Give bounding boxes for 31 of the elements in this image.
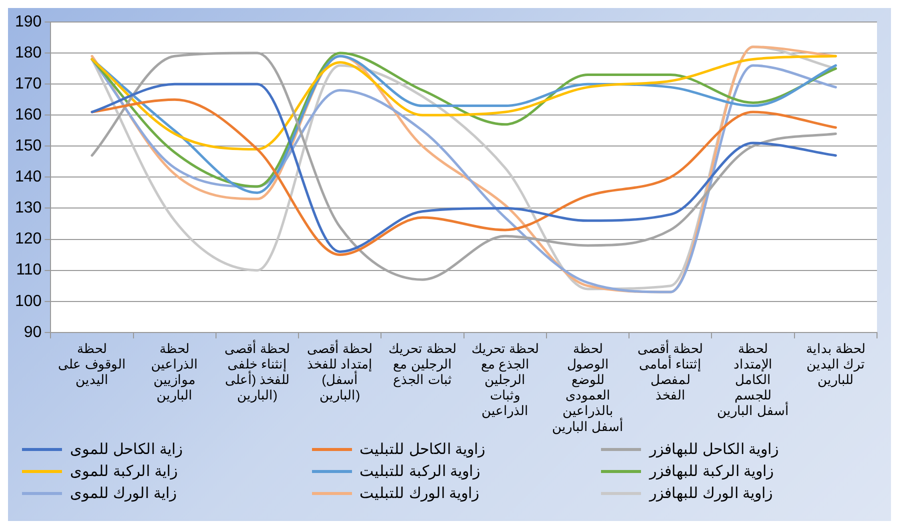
y-tick-label: 110 [16,262,42,279]
legend-label: زاية الورك للموى [70,484,176,502]
x-tick-label: لحظة أقصى إنثناء خلفى للفخذ (أعلى البارين) [224,340,290,404]
y-tick-label: 120 [14,230,42,248]
y-tick-label: 90 [24,324,42,341]
legend-label: زاوية الورك للبهافزر [649,484,773,502]
x-tick-label: لحظة الوصول للوضع العمودى بالذراعين أسفل البارين [552,340,624,435]
legend-label: زاوية الكاحل للتبليت [360,440,485,458]
x-tick-label: لحظة الإمتداد الكامل للجسم أسفل البارين [717,340,789,420]
y-tick-label: 170 [14,75,42,92]
y-tick-label: 150 [14,138,42,155]
x-tick-label: لحظة تحريك الرجلين مع ثبات الجذع [388,340,456,388]
x-tick-label: لحظة بداية ترك اليدين للبارين [806,340,866,388]
line-series [90,54,837,151]
x-tick-label: لحظة الذراعين موازيين البارين [151,340,198,404]
legend-label: زاية الكاحل للموى [70,440,182,458]
legend-label: زاية الركبة للموى [70,462,178,480]
y-tick-label: 190 [14,13,42,30]
y-tick-label: 100 [14,292,42,310]
y-tick-label: 160 [14,106,42,124]
x-tick-label: لحظة أقصى إمتداد للفخذ (أسفل البارين) [307,340,373,404]
x-tick-label: لحظة تحريك الجذع مع الرجلين وثبات الذراعين [471,340,539,420]
legend-label: زاوية الورك للتبليت [360,484,479,502]
y-tick-label: 130 [14,200,42,217]
y-tick-label: 180 [14,44,42,62]
x-tick-label: لحظة أقصى إثتناء أمامى لمفصل الفخذ [638,340,704,403]
legend-label: زاوية الركبة للتبليت [360,462,480,480]
y-tick-label: 140 [14,168,42,186]
x-tick-label: لحظة الوقوف على اليدين [58,340,126,388]
legend-label: زاوية الكاحل للبهافزر [649,440,779,458]
legend-label: زاوية الركبة للبهافزر [649,462,774,480]
